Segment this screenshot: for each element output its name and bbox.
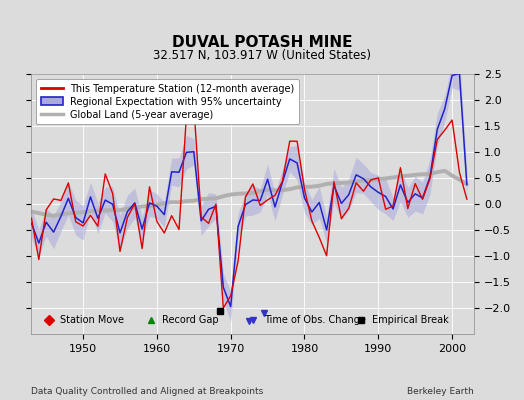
Text: Station Move: Station Move: [60, 315, 124, 326]
Text: Data Quality Controlled and Aligned at Breakpoints: Data Quality Controlled and Aligned at B…: [31, 387, 264, 396]
Text: 32.517 N, 103.917 W (United States): 32.517 N, 103.917 W (United States): [153, 49, 371, 62]
Text: DUVAL POTASH MINE: DUVAL POTASH MINE: [172, 35, 352, 50]
Text: Empirical Break: Empirical Break: [373, 315, 449, 326]
Text: Berkeley Earth: Berkeley Earth: [408, 387, 474, 396]
Text: Record Gap: Record Gap: [162, 315, 219, 326]
Text: Time of Obs. Change: Time of Obs. Change: [264, 315, 366, 326]
Legend: This Temperature Station (12-month average), Regional Expectation with 95% uncer: This Temperature Station (12-month avera…: [36, 79, 299, 124]
